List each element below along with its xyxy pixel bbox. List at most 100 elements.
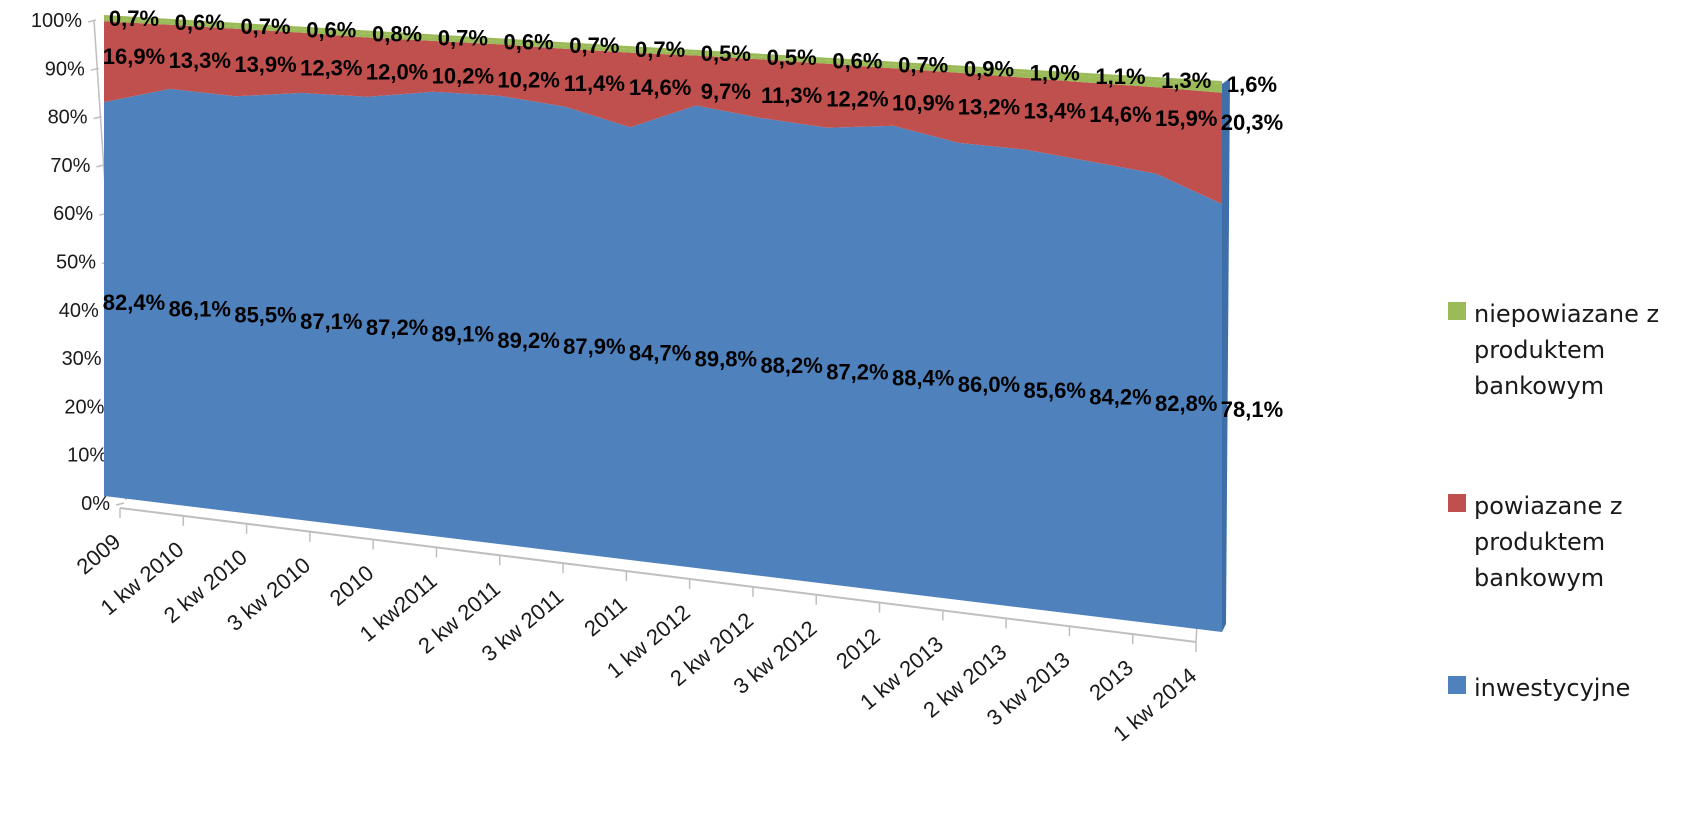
- data-label-niepowiazane: 0,6%: [306, 18, 356, 43]
- legend-label-line: produktem: [1474, 528, 1606, 556]
- legend-label-line: produktem: [1474, 336, 1606, 364]
- data-label-inwestycyjne: 89,2%: [497, 328, 559, 353]
- legend-item: inwestycyjne: [1448, 670, 1684, 706]
- y-tick-label: 80%: [48, 107, 88, 129]
- data-label-powiazane: 9,7%: [701, 79, 751, 104]
- legend-label: powiazane z produktem bankowym: [1474, 488, 1684, 596]
- data-label-niepowiazane: 0,9%: [964, 57, 1014, 82]
- data-label-niepowiazane: 0,6%: [832, 49, 882, 74]
- data-label-inwestycyjne: 87,2%: [366, 315, 428, 340]
- legend-label-line: powiazane z: [1474, 492, 1623, 520]
- legend-item: powiazane z produktem bankowym: [1448, 488, 1684, 596]
- y-tick-label: 10%: [67, 445, 107, 467]
- data-label-powiazane: 10,2%: [497, 67, 559, 92]
- data-label-powiazane: 12,2%: [826, 87, 888, 112]
- data-label-powiazane: 12,0%: [366, 60, 428, 85]
- data-label-powiazane: 16,9%: [103, 44, 165, 69]
- data-label-niepowiazane: 0,7%: [109, 6, 159, 31]
- data-label-niepowiazane: 0,5%: [767, 45, 817, 70]
- y-tick-label: 100%: [31, 10, 82, 32]
- data-label-niepowiazane: 1,0%: [1030, 60, 1080, 85]
- y-tick-mark: [96, 164, 105, 168]
- data-label-powiazane: 13,4%: [1024, 98, 1086, 123]
- legend-label-line: inwestycyjne: [1474, 674, 1631, 702]
- category-label: 2010: [325, 560, 379, 611]
- data-label-powiazane: 13,3%: [169, 48, 231, 73]
- data-label-inwestycyjne: 84,7%: [629, 340, 691, 365]
- data-label-inwestycyjne: 86,1%: [169, 296, 231, 321]
- data-label-powiazane: 11,4%: [564, 71, 625, 96]
- y-tick-label: 70%: [50, 155, 90, 177]
- data-label-powiazane: 15,9%: [1155, 106, 1217, 131]
- legend-label-line: niepowiazane z: [1474, 300, 1660, 328]
- data-label-inwestycyjne: 87,1%: [300, 309, 362, 334]
- area-layer: [104, 15, 1230, 632]
- y-tick-label: 40%: [59, 300, 99, 322]
- legend-swatch-red: [1448, 494, 1466, 512]
- legend-label-line: bankowym: [1474, 372, 1605, 400]
- x-axis-line: [119, 507, 1197, 643]
- data-label-inwestycyjne: 87,9%: [563, 334, 625, 359]
- data-label-inwestycyjne: 88,2%: [760, 353, 822, 378]
- y-tick-mark: [87, 19, 97, 23]
- data-label-niepowiazane: 0,7%: [635, 37, 685, 62]
- data-label-inwestycyjne: 86,0%: [958, 372, 1020, 397]
- data-label-niepowiazane: 0,6%: [175, 10, 225, 35]
- data-label-inwestycyjne: 88,4%: [892, 366, 954, 391]
- data-label-inwestycyjne: 89,8%: [695, 347, 757, 372]
- data-label-powiazane: 14,6%: [629, 75, 691, 100]
- area-niepowiazane-z-produktem-bankowym: [104, 18, 1222, 93]
- y-tick-mark: [90, 67, 99, 72]
- data-label-inwestycyjne: 78,1%: [1221, 397, 1283, 422]
- data-label-inwestycyjne: 85,6%: [1024, 378, 1086, 403]
- data-label-inwestycyjne: 82,4%: [103, 290, 165, 315]
- category-label: 2012: [831, 623, 885, 674]
- data-label-powiazane: 10,9%: [892, 91, 954, 116]
- legend-swatch-blue: [1448, 676, 1466, 694]
- data-label-powiazane: 14,6%: [1089, 102, 1151, 127]
- data-label-powiazane: 13,9%: [234, 52, 296, 77]
- data-label-powiazane: 20,3%: [1221, 110, 1283, 135]
- data-label-inwestycyjne: 84,2%: [1089, 385, 1151, 410]
- y-tick-mark: [115, 502, 125, 506]
- y-tick-label: 0%: [81, 493, 110, 515]
- data-label-niepowiazane: 0,7%: [569, 33, 619, 58]
- y-tick-label: 60%: [53, 203, 93, 225]
- y-tick-label: 50%: [56, 252, 96, 274]
- data-label-niepowiazane: 0,7%: [898, 53, 948, 78]
- data-label-niepowiazane: 0,6%: [504, 29, 554, 54]
- category-label: 2013: [1084, 655, 1138, 706]
- data-label-inwestycyjne: 85,5%: [234, 303, 296, 328]
- data-label-niepowiazane: 0,5%: [701, 41, 751, 66]
- category-label: 2009: [72, 529, 126, 580]
- area-powiazane-z-produktem-bankowym: [104, 21, 1222, 204]
- y-tick-label: 90%: [45, 58, 85, 80]
- data-label-layer: 82,4% 16,9% 0,7% 86,1% 13,3% 0,6% 85,5% 13,9% 0,…: [103, 6, 1283, 422]
- legend-swatch-green: [1448, 302, 1466, 320]
- data-label-niepowiazane: 0,7%: [240, 14, 290, 39]
- data-label-powiazane: 10,2%: [432, 63, 494, 88]
- data-label-inwestycyjne: 89,1%: [432, 322, 494, 347]
- data-label-powiazane: 12,3%: [300, 56, 362, 81]
- y-tick-label: 30%: [62, 348, 102, 370]
- area-side-face: [1222, 78, 1230, 632]
- area-inwestycyjne: [104, 88, 1222, 632]
- area-top-rim: [104, 15, 1222, 84]
- category-label: 2011: [579, 592, 631, 642]
- data-label-niepowiazane: 1,6%: [1227, 72, 1277, 97]
- data-label-niepowiazane: 0,8%: [372, 22, 422, 47]
- data-label-niepowiazane: 1,1%: [1095, 64, 1145, 89]
- data-label-powiazane: 11,3%: [761, 83, 822, 108]
- data-label-inwestycyjne: 87,2%: [826, 359, 888, 384]
- data-label-inwestycyjne: 82,8%: [1155, 391, 1217, 416]
- legend-label: inwestycyjne: [1474, 670, 1684, 706]
- y-tick-label: 20%: [64, 396, 104, 418]
- y-tick-mark: [93, 115, 102, 120]
- legend-label-line: bankowym: [1474, 564, 1605, 592]
- data-label-niepowiazane: 0,7%: [438, 25, 488, 50]
- data-label-powiazane: 13,2%: [958, 95, 1020, 120]
- data-label-niepowiazane: 1,3%: [1161, 68, 1211, 93]
- legend-item: niepowiazane z produktem bankowym: [1448, 296, 1684, 404]
- legend-label: niepowiazane z produktem bankowym: [1474, 296, 1684, 404]
